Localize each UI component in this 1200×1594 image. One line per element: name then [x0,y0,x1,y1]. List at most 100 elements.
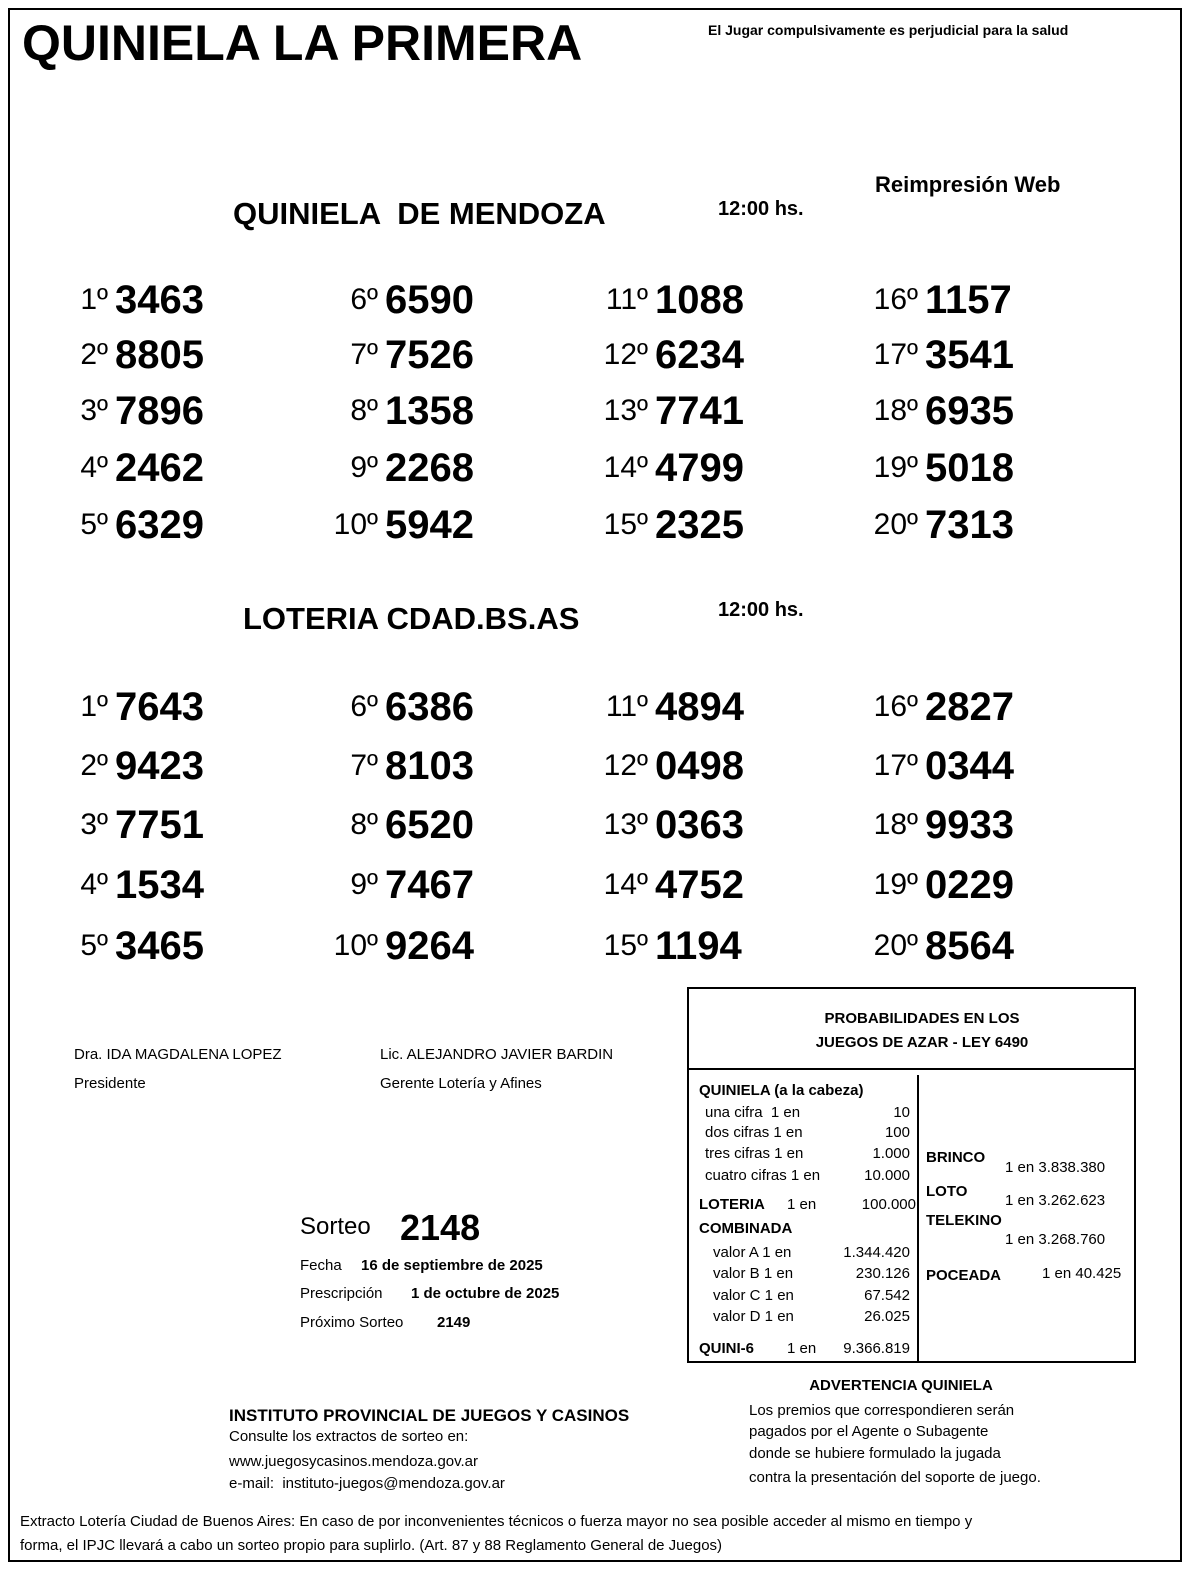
winning-number: 1088 [655,278,744,322]
winning-number: 4799 [655,446,744,490]
loteria-label: LOTERIA [699,1196,765,1213]
position-label: 6º [350,690,378,723]
position-label: 9º [350,868,378,901]
winning-number: 0363 [655,803,744,847]
odds-value: 1 en 3.838.380 [1005,1159,1106,1176]
quini6-label: QUINI-6 [699,1340,755,1357]
winning-number: 6234 [655,333,744,377]
position-label: 9º [350,451,378,484]
position-label: 8º [350,808,378,841]
winning-number: 6386 [385,685,474,729]
quini6-odds: 9.366.819 [843,1340,910,1357]
winning-number: 7467 [385,863,474,907]
position-label: 7º [350,338,378,371]
winning-number: 8805 [115,333,204,377]
signature-name: Dra. IDA MAGDALENA LOPEZ [74,1046,282,1063]
position-label: 17º [873,749,918,782]
odds-value: 10.000 [864,1167,910,1184]
sorteo-label: Sorteo [300,1213,371,1240]
winning-number: 3541 [925,333,1014,377]
winning-number: 7751 [115,803,204,847]
sorteo-number: 2148 [400,1207,481,1248]
winning-number: 1534 [115,863,204,907]
odds-value: 1.000 [872,1145,910,1162]
winning-number: 0498 [655,744,744,788]
prescripcion-label: Prescripción [300,1285,383,1302]
position-label: 18º [873,808,918,841]
winning-number: 5018 [925,446,1014,490]
position-label: 19º [873,451,918,484]
proximo-label: Próximo Sorteo [300,1314,404,1331]
footer-line: Extracto Lotería Ciudad de Buenos Aires:… [20,1513,973,1530]
winning-number: 3463 [115,278,204,322]
position-label: 12º [603,338,648,371]
position-label: 15º [603,929,648,962]
winning-number: 0344 [925,744,1014,788]
odds-label: valor B 1 en [713,1265,794,1282]
title: QUINIELA LA PRIMERA [22,15,583,71]
position-label: 16º [873,283,918,316]
position-label: 15º [603,508,648,541]
fecha: 16 de septiembre de 2025 [361,1257,543,1274]
odds-label: valor A 1 en [713,1244,792,1261]
position-label: 13º [603,808,648,841]
winning-number: 0229 [925,863,1014,907]
warning-line: donde se hubiere formulado la jugada [749,1445,1001,1462]
position-label: 10º [333,929,378,962]
odds-label: valor D 1 en [713,1308,794,1325]
institute-line: www.juegosycasinos.mendoza.gov.ar [229,1453,479,1470]
quini6-per: 1 en [787,1340,817,1357]
position-label: 17º [873,338,918,371]
position-label: 14º [603,868,648,901]
position-label: 14º [603,451,648,484]
position-label: 1º [80,690,108,723]
warning-line: pagados por el Agente o Subagente [749,1423,989,1440]
winning-number: 6935 [925,389,1014,433]
position-label: 11º [605,690,648,723]
position-label: 2º [80,338,108,371]
odds-value: 1 en 3.262.623 [1005,1192,1106,1209]
loteria-per: 1 en [787,1196,817,1213]
position-label: 8º [350,394,378,427]
prescripcion: 1 de octubre de 2025 [411,1285,560,1302]
proximo: 2149 [437,1314,471,1331]
winning-number: 4752 [655,863,744,907]
odds-label: tres cifras 1 en [705,1145,804,1162]
warning-line: Los premios que correspondieren serán [749,1402,1015,1419]
prob-title: JUEGOS DE AZAR - LEY 6490 [815,1034,1029,1051]
institute-line: Consulte los extractos de sorteo en: [229,1428,469,1445]
position-label: 7º [350,749,378,782]
position-label: 20º [873,929,918,962]
winning-number: 4894 [655,685,744,729]
position-label: 3º [80,394,108,427]
winning-number: 2268 [385,446,474,490]
combinada-title: COMBINADA [699,1220,793,1237]
winning-number: 6520 [385,803,474,847]
position-label: 10º [333,508,378,541]
winning-number: 8103 [385,744,474,788]
odds-label: dos cifras 1 en [705,1124,803,1141]
warning-line: contra la presentación del soporte de ju… [749,1469,1041,1486]
odds-value: 230.126 [855,1265,910,1282]
institute-title: INSTITUTO PROVINCIAL DE JUEGOS Y CASINOS [229,1406,630,1425]
position-label: 11º [605,283,648,316]
odds-label: valor C 1 en [713,1287,794,1304]
draw-name: LOTERIA CDAD.BS.AS [243,601,580,636]
reprint-label: Reimpresión Web [875,172,1061,197]
winning-number: 9264 [385,924,474,968]
position-label: 13º [603,394,648,427]
position-label: 6º [350,283,378,316]
page-frame [8,8,1182,1562]
position-label: 16º [873,690,918,723]
winning-number: 5942 [385,503,474,547]
winning-number: 6329 [115,503,204,547]
draw-name: QUINIELA DE MENDOZA [233,196,606,231]
quiniela-title: QUINIELA (a la cabeza) [699,1082,864,1099]
position-label: 3º [80,808,108,841]
odds-label: cuatro cifras 1 en [705,1167,821,1184]
probabilities-box [687,987,1136,1363]
signature-name: Lic. ALEJANDRO JAVIER BARDIN [380,1046,614,1063]
fecha-label: Fecha [300,1257,342,1274]
winning-number: 7896 [115,389,204,433]
